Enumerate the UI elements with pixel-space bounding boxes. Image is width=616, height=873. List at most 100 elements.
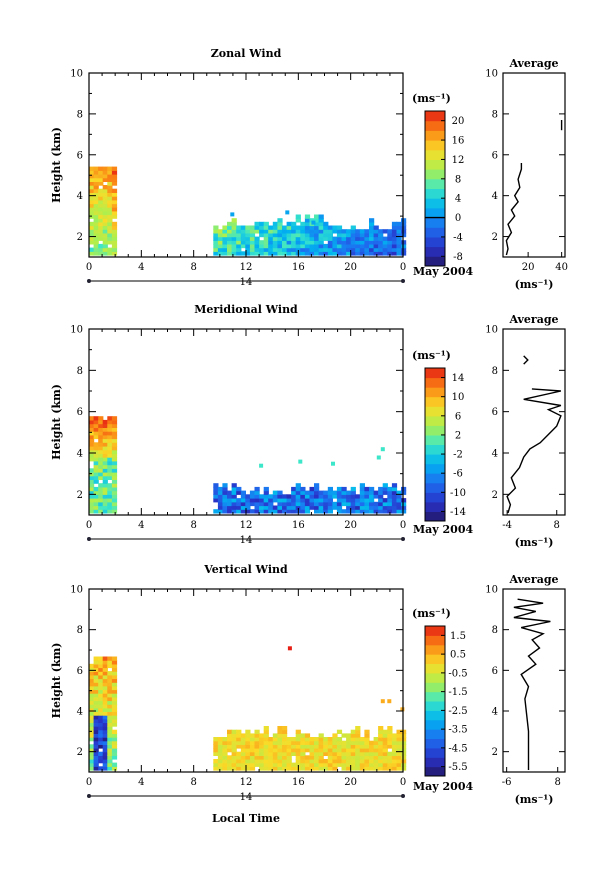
heatmap-cell (217, 755, 224, 760)
heatmap-cell (268, 737, 274, 742)
heatmap-cell (217, 498, 224, 503)
heatmap-cell (346, 740, 352, 745)
heatmap-cell (111, 472, 118, 477)
heatmap-cell (336, 762, 343, 767)
heatmap-cell (332, 251, 338, 256)
heatmap-cell (332, 243, 338, 249)
colorbar-tick-label: 0.5 (450, 650, 466, 661)
heatmap-cell (332, 759, 338, 764)
heatmap-cell (98, 442, 104, 447)
heatmap-cell (300, 486, 306, 492)
heatmap-cell (89, 232, 95, 238)
heatmap-cell (245, 762, 251, 767)
heatmap-cell (111, 240, 118, 245)
heatmap-cell (107, 722, 113, 727)
heatmap-cell (391, 766, 398, 771)
heatmap-cell (396, 229, 402, 234)
heatmap-cell (277, 229, 283, 234)
heatmap-cell (227, 733, 233, 738)
heatmap-cell (245, 755, 251, 760)
heatmap-cell (286, 247, 292, 252)
heatmap-cell (89, 225, 95, 230)
heatmap-cell (341, 236, 347, 241)
heatmap-cell (272, 733, 278, 738)
heatmap-cell (107, 416, 113, 421)
heatmap-cell (391, 755, 398, 760)
heatmap-cell (259, 240, 265, 245)
heatmap-cell (107, 755, 113, 760)
heatmap-cell (309, 751, 315, 756)
heatmap-cell (304, 737, 311, 742)
heatmap-cell (396, 251, 402, 256)
heatmap-cell (373, 243, 379, 249)
heatmap-cell (346, 236, 352, 241)
heatmap-cell (318, 247, 324, 252)
heatmap-cell (346, 505, 352, 510)
heatmap-cell (332, 494, 338, 499)
heatmap-cell (236, 486, 242, 492)
average-title: Average (508, 573, 558, 586)
heatmap-cell (346, 762, 352, 767)
heatmap-cell (111, 660, 118, 665)
heatmap-cell (378, 751, 384, 756)
heatmap-cell (249, 744, 256, 749)
colorbar-segment (425, 635, 445, 646)
heatmap-cell (93, 427, 99, 432)
heatmap-cell (314, 759, 320, 764)
heatmap-cell (396, 509, 402, 514)
heatmap-cell (213, 247, 219, 252)
heatmap-cell (300, 498, 306, 503)
heatmap-cell (213, 498, 219, 503)
heatmap-cell (217, 751, 224, 756)
y-tick-label: 6 (77, 150, 83, 161)
heatmap-cell (382, 229, 388, 234)
colorbar-segment (425, 738, 445, 749)
heatmap-cell (240, 232, 246, 238)
heatmap-cell (350, 501, 356, 507)
colorbar-segment (425, 719, 445, 730)
heatmap-cell (98, 718, 104, 723)
heatmap-cell (272, 751, 278, 756)
heatmap-cell (268, 236, 274, 241)
heatmap-cell (327, 490, 333, 495)
heatmap-cell (254, 505, 260, 510)
colorbar-segment (425, 747, 445, 758)
heatmap-cell (355, 251, 361, 256)
colorbar-segment (425, 227, 445, 238)
heatmap-cell (98, 726, 104, 731)
heatmap-cell (341, 494, 347, 499)
heatmap-cell (323, 759, 329, 764)
heatmap-cell (382, 505, 388, 510)
heatmap-cell (93, 457, 99, 462)
heatmap-cell (350, 486, 356, 492)
heatmap-cell (369, 751, 375, 756)
heatmap-cell (359, 755, 365, 760)
heatmap-cell (282, 236, 288, 241)
heatmap-cell (111, 494, 118, 499)
heatmap-cell (98, 203, 104, 208)
heatmap-cell (98, 704, 104, 709)
heatmap-cell (318, 501, 324, 507)
heatmap-cell (359, 766, 365, 771)
heatmap-cell (282, 740, 288, 745)
heatmap-cell (364, 766, 370, 771)
heatmap-cell (282, 498, 288, 503)
heatmap-cell (336, 490, 343, 495)
heatmap-cell (391, 509, 398, 514)
heatmap-cell (93, 247, 99, 252)
heatmap-cell (263, 229, 269, 234)
colorbar-tick-label: -10 (450, 488, 466, 499)
heatmap-cell (98, 225, 104, 230)
heatmap-cell (102, 199, 108, 205)
heatmap-cell (282, 232, 288, 238)
heatmap-cell (263, 232, 269, 238)
heatmap-cell (304, 214, 311, 219)
heatmap-cell (378, 247, 384, 252)
heatmap-cell (111, 740, 118, 745)
heatmap-cell (89, 748, 95, 753)
heatmap-cell (89, 689, 95, 694)
heatmap-cell (93, 733, 99, 738)
heatmap-cell (364, 748, 370, 753)
colorbar-segment (425, 188, 445, 199)
heatmap-cell (98, 423, 104, 428)
